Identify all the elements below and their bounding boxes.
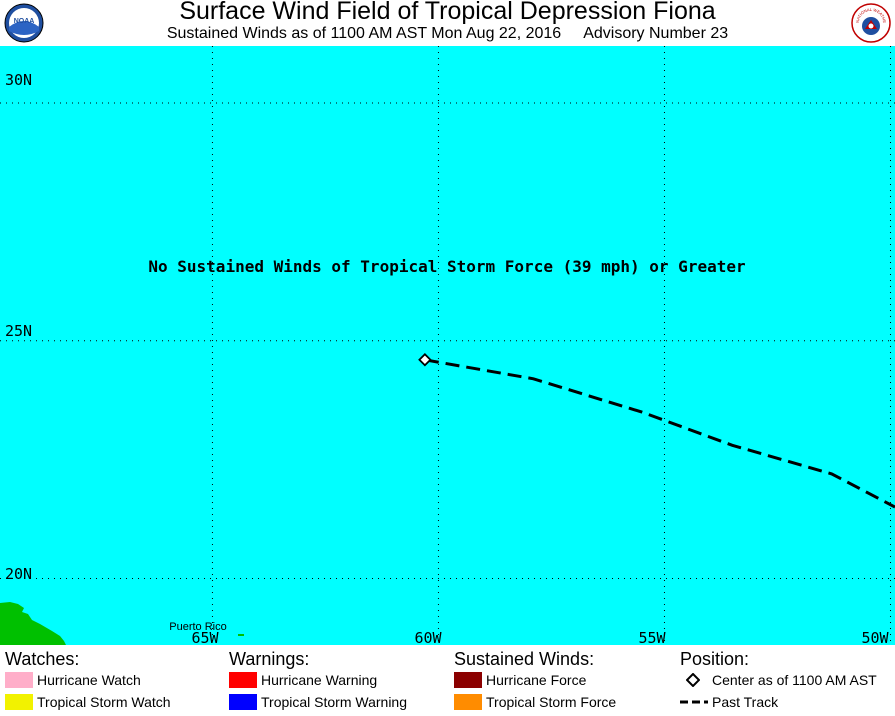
lat-label-20n: 20N: [5, 565, 32, 583]
lon-label-55w: 55W: [638, 629, 666, 645]
lon-label-50w: 50W: [861, 629, 889, 645]
puerto-rico-land: [238, 634, 244, 636]
legend-warnings-heading: Warnings:: [229, 649, 310, 669]
land-area: [0, 602, 66, 645]
legend-item-label: Hurricane Force: [486, 672, 587, 688]
legend-swatch: [5, 694, 33, 710]
header: NOAA Surface Wind Field of Tropical Depr…: [0, 0, 895, 46]
legend-item-label: Hurricane Watch: [37, 672, 141, 688]
no-winds-notice: No Sustained Winds of Tropical Storm For…: [148, 257, 745, 276]
lat-label-25n: 25N: [5, 322, 32, 340]
center-diamond-icon: [686, 673, 700, 687]
legend-item-label: Center as of 1100 AM AST: [712, 672, 877, 688]
legend: Watches: Hurricane Watch Tropical Storm …: [0, 645, 895, 716]
legend-swatch: [5, 672, 33, 688]
legend-item-hurricane-warning: Hurricane Warning: [229, 671, 444, 689]
puerto-rico-label: Puerto Rico: [169, 621, 226, 633]
legend-item-tropical-storm-watch: Tropical Storm Watch: [5, 693, 215, 711]
legend-item-tropical-storm-warning: Tropical Storm Warning: [229, 693, 444, 711]
lon-label-65w: 65W: [191, 629, 219, 645]
legend-item-hurricane-watch: Hurricane Watch: [5, 671, 215, 689]
wind-field-map: No Sustained Winds of Tropical Storm For…: [0, 46, 895, 645]
subtitle-advisory: Advisory Number 23: [583, 25, 729, 42]
subtitle-time: Sustained Winds as of 1100 AM AST Mon Au…: [166, 25, 562, 42]
legend-swatch: [454, 672, 482, 688]
lon-label-60w: 60W: [414, 629, 442, 645]
legend-item-label: Tropical Storm Warning: [261, 694, 408, 710]
legend-item-label: Tropical Storm Watch: [37, 694, 171, 710]
legend-item-label: Tropical Storm Force: [486, 694, 617, 710]
legend-sustained-winds-heading: Sustained Winds:: [454, 649, 595, 669]
legend-item-label: Hurricane Warning: [261, 672, 378, 688]
legend-swatch: [454, 694, 482, 710]
legend-swatch: [229, 672, 257, 688]
legend-item-label: Past Track: [712, 694, 779, 710]
lat-label-30n: 30N: [5, 71, 32, 89]
noaa-logo-icon: NOAA: [4, 3, 44, 43]
legend-item-center: Center as of 1100 AM AST: [680, 671, 892, 689]
past-track-line: [424, 358, 895, 509]
legend-watches-heading: Watches:: [5, 649, 80, 669]
ocean-area: [0, 46, 895, 645]
legend-swatch: [229, 694, 257, 710]
legend-item-hurricane-force: Hurricane Force: [454, 671, 669, 689]
page-title: Surface Wind Field of Tropical Depressio…: [179, 0, 716, 25]
past-track-line-icon: [680, 700, 708, 704]
nws-logo-icon: NATIONAL WEATHER SERVICE: [851, 3, 891, 43]
legend-position-heading: Position:: [680, 649, 750, 669]
legend-item-tropical-storm-force: Tropical Storm Force: [454, 693, 669, 711]
svg-text:NOAA: NOAA: [14, 18, 35, 25]
storm-center-diamond-icon: [418, 352, 432, 367]
page-subtitle: Sustained Winds as of 1100 AM AST Mon Au…: [0, 25, 895, 43]
legend-item-past-track: Past Track: [680, 693, 892, 711]
